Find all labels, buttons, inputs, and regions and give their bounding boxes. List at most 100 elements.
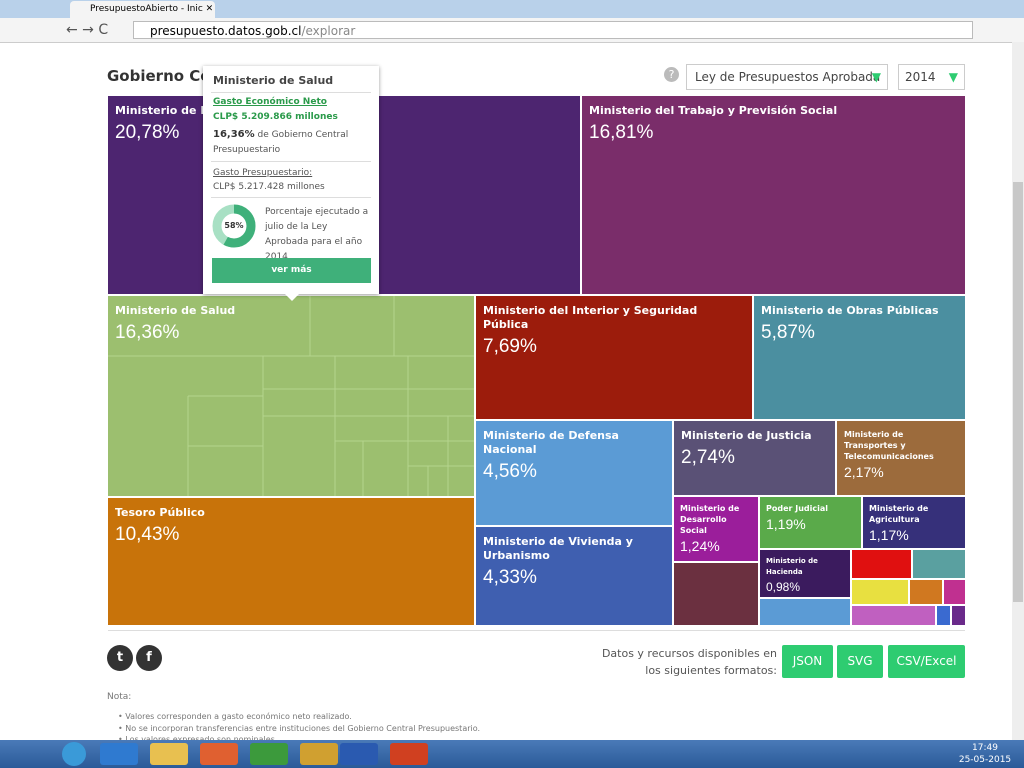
net-label: Gasto Económico Neto bbox=[213, 97, 327, 107]
subgrid bbox=[108, 296, 474, 496]
tile-name: Ministerio de Justicia bbox=[681, 429, 812, 442]
share-text: de Gobierno Central Presupuestario bbox=[213, 130, 349, 155]
note-text: Los valores expresado son nominales. bbox=[125, 735, 277, 744]
tile-share: 10,43% bbox=[115, 524, 180, 545]
tile-share: 0,98% bbox=[766, 580, 801, 594]
year-dropdown[interactable]: 2014 ▼ bbox=[898, 64, 965, 90]
share: 16,36% bbox=[213, 129, 255, 140]
tile-share: 16,36% bbox=[115, 322, 180, 343]
tile[interactable]: Tesoro Público 10,43% bbox=[108, 498, 474, 625]
app-icon[interactable] bbox=[300, 743, 338, 765]
note: • Los valores expresado son nominales. bbox=[118, 735, 277, 744]
tab[interactable]: PresupuestoAbierto - Inic ✕ bbox=[70, 1, 215, 18]
tile[interactable] bbox=[852, 550, 911, 578]
net-value: CLP$ 5.209.866 millones bbox=[213, 112, 338, 122]
dropdown-value: Ley de Presupuestos Aprobada bbox=[695, 70, 881, 84]
executed: 58% bbox=[224, 221, 244, 230]
facebook-button[interactable]: f bbox=[136, 645, 162, 671]
tab-bar bbox=[0, 0, 1024, 18]
note-title: Nota: bbox=[107, 692, 132, 702]
tile-share: 2,74% bbox=[681, 447, 735, 468]
app-icon[interactable] bbox=[200, 743, 238, 765]
tile[interactable] bbox=[674, 563, 758, 625]
tooltip-title: Ministerio de Salud bbox=[213, 74, 334, 87]
tab-title: PresupuestoAbierto - Inic bbox=[90, 4, 203, 14]
tile[interactable]: Ministerio de Hacienda 0,98% bbox=[760, 550, 850, 597]
twitter-button[interactable]: t bbox=[107, 645, 133, 671]
tile[interactable]: Ministerio de Obras Públicas 5,87% bbox=[754, 296, 965, 419]
tile-name: Tesoro Público bbox=[115, 506, 205, 519]
tile[interactable] bbox=[760, 599, 850, 625]
budget-label: Gasto Presupuestario: bbox=[213, 168, 313, 178]
app-icon[interactable] bbox=[390, 743, 428, 765]
tile-share: 4,33% bbox=[483, 567, 537, 588]
start-button[interactable] bbox=[62, 742, 86, 766]
tile-share: 7,69% bbox=[483, 336, 537, 357]
tile-share: 1,24% bbox=[680, 538, 720, 554]
tile-share: 1,19% bbox=[766, 516, 806, 532]
tile-share: 4,56% bbox=[483, 461, 537, 482]
svg-button[interactable]: SVG bbox=[837, 645, 883, 678]
budget-value: CLP$ 5.217.428 millones bbox=[213, 182, 325, 192]
scrollbar[interactable] bbox=[1012, 42, 1024, 740]
tile[interactable] bbox=[852, 606, 935, 625]
tile[interactable] bbox=[937, 606, 950, 625]
tile-name: Ministerio de Transportes y Telecomunica… bbox=[844, 430, 934, 461]
tile[interactable] bbox=[944, 580, 965, 604]
nav-buttons[interactable]: ← → C bbox=[66, 22, 109, 38]
help-icon[interactable]: ? bbox=[664, 67, 679, 82]
tile[interactable]: Ministerio de Vivienda y Urbanismo 4,33% bbox=[476, 527, 672, 625]
tile-share: 1,17% bbox=[869, 527, 909, 543]
tile-share: 16,81% bbox=[589, 122, 654, 143]
tile[interactable]: Ministerio de Defensa Nacional 4,56% bbox=[476, 421, 672, 525]
app-icon[interactable] bbox=[340, 743, 378, 765]
clock-date: 25-05-2015 bbox=[958, 755, 1012, 765]
tile[interactable] bbox=[910, 580, 942, 604]
tile-share: 5,87% bbox=[761, 322, 815, 343]
app-icon[interactable] bbox=[250, 743, 288, 765]
tile-name: Ministerio del Trabajo y Previsión Socia… bbox=[589, 104, 838, 117]
app-icon[interactable] bbox=[150, 743, 188, 765]
tile-name: Ministerio de Obras Públicas bbox=[761, 304, 939, 317]
tile-name: Ministerio de Desarrollo Social bbox=[680, 504, 740, 535]
tile-name: Ministerio del Interior y Seguridad Públ… bbox=[483, 304, 698, 331]
donut bbox=[212, 204, 256, 248]
executed-text: Porcentaje ejecutado a julio de la Ley A… bbox=[265, 207, 369, 262]
tile[interactable] bbox=[852, 580, 908, 604]
csv-button[interactable]: CSV/Excel bbox=[888, 645, 965, 678]
tile[interactable]: Ministerio de Justicia 2,74% bbox=[674, 421, 835, 495]
tile[interactable] bbox=[952, 606, 965, 625]
tile-share: 2,17% bbox=[844, 464, 884, 480]
budget-dropdown[interactable]: Ley de Presupuestos Aprobada ▼ bbox=[686, 64, 888, 90]
tile-name: Ministerio de Salud bbox=[115, 304, 236, 317]
tile-name: Poder Judicial bbox=[766, 504, 829, 513]
tile[interactable]: Poder Judicial 1,19% bbox=[760, 497, 861, 548]
tile[interactable] bbox=[913, 550, 965, 578]
dropdown-value: 2014 bbox=[905, 70, 936, 84]
share-line: 16,36% de Gobierno Central Presupuestari… bbox=[213, 127, 363, 158]
tile[interactable]: Ministerio del Trabajo y Previsión Socia… bbox=[582, 96, 965, 294]
note-text: No se incorporan transferencias entre in… bbox=[125, 724, 481, 733]
tooltip: Ministerio de Salud Gasto Económico Neto… bbox=[203, 66, 379, 294]
note-text: Valores corresponden a gasto económico n… bbox=[125, 712, 352, 721]
address-bar[interactable]: presupuesto.datos.gob.cl/explorar bbox=[133, 21, 973, 39]
tile[interactable]: Ministerio de Salud 16,36% bbox=[108, 296, 474, 496]
url-path: /explorar bbox=[301, 24, 356, 38]
tile[interactable]: Ministerio de Transportes y Telecomunica… bbox=[837, 421, 965, 495]
tile-name: Ministerio de Defensa Nacional bbox=[483, 429, 619, 456]
tile[interactable]: Ministerio de Desarrollo Social 1,24% bbox=[674, 497, 758, 561]
clock-time: 17:49 bbox=[972, 743, 998, 753]
json-button[interactable]: JSON bbox=[782, 645, 833, 678]
note: • Valores corresponden a gasto económico… bbox=[118, 712, 352, 721]
app-icon[interactable] bbox=[100, 743, 138, 765]
tile[interactable]: Ministerio del Interior y Seguridad Públ… bbox=[476, 296, 752, 419]
url-host: presupuesto.datos.gob.cl bbox=[150, 24, 302, 38]
more-button[interactable]: ver más bbox=[212, 258, 371, 283]
tile-share: 20,78% bbox=[115, 122, 180, 143]
tile[interactable]: Ministerio de Agricultura 1,17% bbox=[863, 497, 965, 548]
note: • No se incorporan transferencias entre … bbox=[118, 724, 481, 733]
tile-name: Ministerio de Agricultura bbox=[869, 504, 929, 524]
formats-text: Datos y recursos disponibles en los sigu… bbox=[601, 647, 777, 677]
tile-name: Ministerio de Vivienda y Urbanismo bbox=[483, 535, 633, 562]
